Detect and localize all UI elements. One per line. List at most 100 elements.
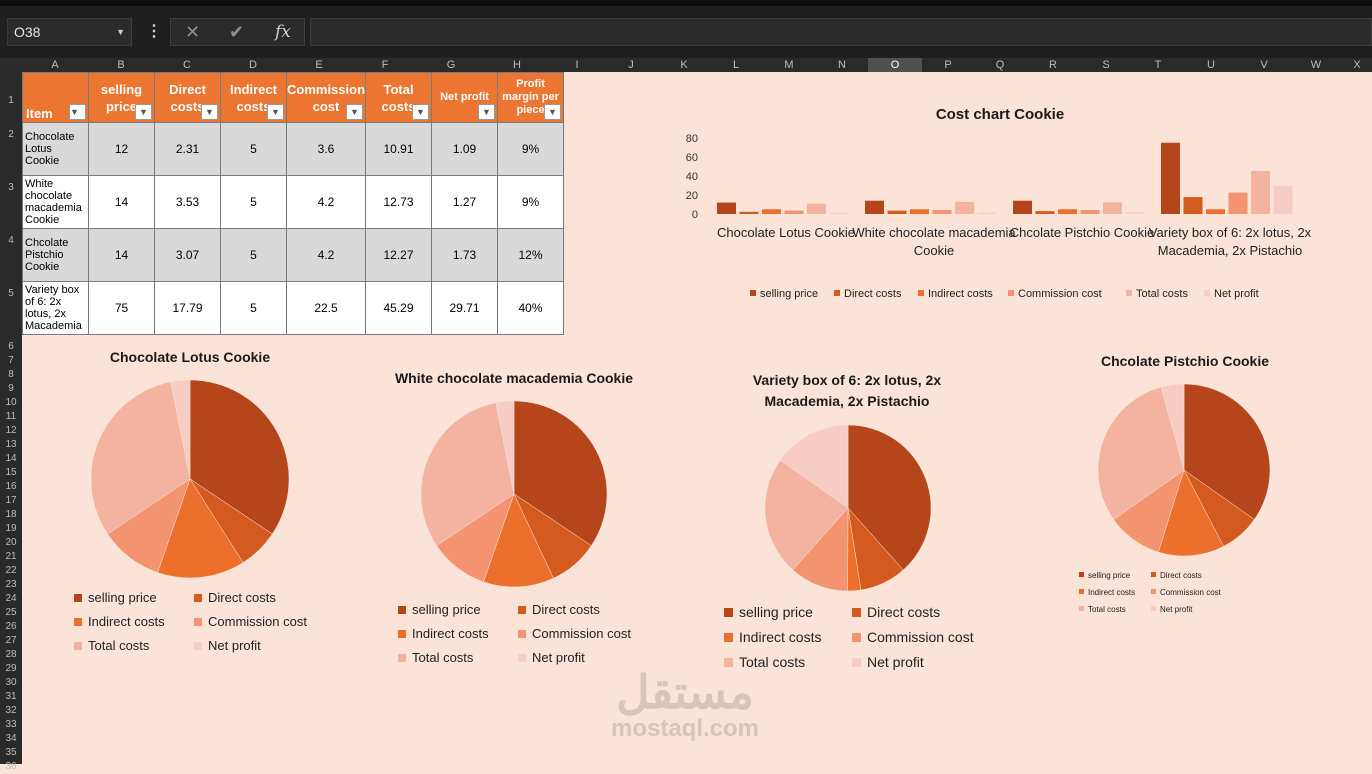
row-header-27[interactable]: 27 [5,635,17,646]
row-header-21[interactable]: 21 [5,551,17,562]
pie-chart-lotus[interactable] [90,379,290,579]
cell-item[interactable]: Variety box of 6: 2x lotus, 2x Macademia [22,281,89,335]
bar-selling-price[interactable] [1161,142,1180,214]
bar-indirect-costs[interactable] [1058,209,1077,214]
cell[interactable]: 3.6 [285,122,367,176]
cancel-icon[interactable]: ✕ [185,22,201,42]
row-header-16[interactable]: 16 [5,481,17,492]
column-header-I[interactable]: I [575,59,579,71]
column-header-W[interactable]: W [1310,59,1322,71]
bar-direct-costs[interactable] [1035,211,1055,214]
pie-slice-indirect-costs[interactable] [157,478,244,579]
filter-dropdown-icon[interactable]: ▼ [201,104,218,120]
name-box[interactable]: O38 ▼ [7,18,132,46]
bar-indirect-costs[interactable] [1206,209,1225,214]
row-header-8[interactable]: 8 [8,369,14,380]
cell[interactable]: 5 [220,175,287,229]
row-header-20[interactable]: 20 [5,537,17,548]
cell[interactable]: 5 [220,281,287,335]
row-header-11[interactable]: 11 [5,411,17,422]
bar-selling-price[interactable] [865,200,884,214]
more-options-icon[interactable]: ⋮ [146,23,162,40]
cell[interactable]: 1.27 [431,175,499,229]
filter-dropdown-icon[interactable]: ▼ [346,104,364,120]
row-header-7[interactable]: 7 [8,355,14,366]
column-header-F[interactable]: F [381,59,389,71]
cell[interactable]: 9% [497,175,565,229]
pie-slice-total-costs[interactable] [764,459,849,571]
bar-direct-costs[interactable] [1183,197,1203,214]
cell[interactable]: 29.71 [431,281,499,335]
filter-dropdown-icon[interactable]: ▼ [69,104,86,120]
cell[interactable]: 12.27 [365,228,433,282]
row-header-12[interactable]: 12 [5,425,17,436]
column-header-N[interactable]: N [838,59,846,71]
cell[interactable]: 5 [220,122,287,176]
row-header-22[interactable]: 22 [5,565,17,576]
column-header-S[interactable]: S [1102,59,1110,71]
row-header-31[interactable]: 31 [5,691,17,702]
cell[interactable]: 9% [497,122,565,176]
pie-slice-total-costs[interactable] [1097,386,1185,520]
cell[interactable]: 14 [88,175,155,229]
column-header-P[interactable]: P [944,59,952,71]
cell-item[interactable]: Chcolate Pistchio Cookie [22,228,89,282]
pie-slice-net-profit[interactable] [1160,383,1185,471]
row-header-17[interactable]: 17 [5,495,17,506]
cell[interactable]: 12.73 [365,175,433,229]
row-header-14[interactable]: 14 [5,453,17,464]
column-header-E[interactable]: E [315,59,323,71]
bar-direct-costs[interactable] [887,210,907,214]
bar-commission-cost[interactable] [1228,192,1248,214]
pie-slice-net-profit[interactable] [779,424,849,509]
cell[interactable]: 75 [88,281,155,335]
row-header-34[interactable]: 34 [5,733,17,744]
cell-item[interactable]: Chocolate Lotus Cookie [22,122,89,176]
bar-commission-cost[interactable] [784,210,804,214]
bar-selling-price[interactable] [717,202,736,214]
cell[interactable]: 10.91 [365,122,433,176]
filter-dropdown-icon[interactable]: ▼ [412,104,430,120]
column-header-V[interactable]: V [1260,59,1268,71]
cell[interactable]: 17.79 [154,281,221,335]
column-header-A[interactable]: A [51,59,59,71]
cell[interactable]: 12% [497,228,565,282]
column-header-T[interactable]: T [1154,59,1162,71]
column-header-R[interactable]: R [1049,59,1057,71]
cell[interactable]: 3.07 [154,228,221,282]
column-header-G[interactable]: G [446,59,456,71]
row-header-30[interactable]: 30 [5,677,17,688]
pie-slice-net-profit[interactable] [170,379,191,480]
cell-item[interactable]: White chocolate macademia Cookie [22,175,89,229]
filter-dropdown-icon[interactable]: ▼ [544,104,562,120]
pie-slice-net-profit[interactable] [495,400,515,495]
cell[interactable]: 40% [497,281,565,335]
pie-chart-variety[interactable] [764,424,934,594]
row-header-1[interactable]: 1 [8,95,14,106]
column-header-X[interactable]: X [1353,59,1361,71]
row-header-25[interactable]: 25 [5,607,17,618]
bar-indirect-costs[interactable] [762,209,781,214]
column-header-J[interactable]: J [628,59,634,71]
pie-slice-selling-price[interactable] [847,424,932,571]
row-header-24[interactable]: 24 [5,593,17,604]
pie-slice-total-costs[interactable] [90,381,191,535]
row-header-9[interactable]: 9 [8,383,14,394]
row-header-15[interactable]: 15 [5,467,17,478]
pie-chart-pistchio[interactable] [1097,383,1272,558]
cell[interactable]: 2.31 [154,122,221,176]
bar-total-costs[interactable] [1251,170,1270,214]
cell[interactable]: 3.53 [154,175,221,229]
pie-slice-selling-price[interactable] [1183,383,1271,520]
row-header-23[interactable]: 23 [5,579,17,590]
enter-check-icon[interactable]: ✔ [229,22,245,42]
bar-commission-cost[interactable] [1080,210,1100,214]
cell[interactable]: 45.29 [365,281,433,335]
column-header-C[interactable]: C [183,59,191,71]
row-header-36[interactable]: 36 [5,761,17,772]
cell[interactable]: 4.2 [285,175,367,229]
row-header-5[interactable]: 5 [8,288,14,299]
bar-total-costs[interactable] [1103,202,1122,214]
row-header-35[interactable]: 35 [5,747,17,758]
pie-slice-indirect-costs[interactable] [1158,469,1224,557]
